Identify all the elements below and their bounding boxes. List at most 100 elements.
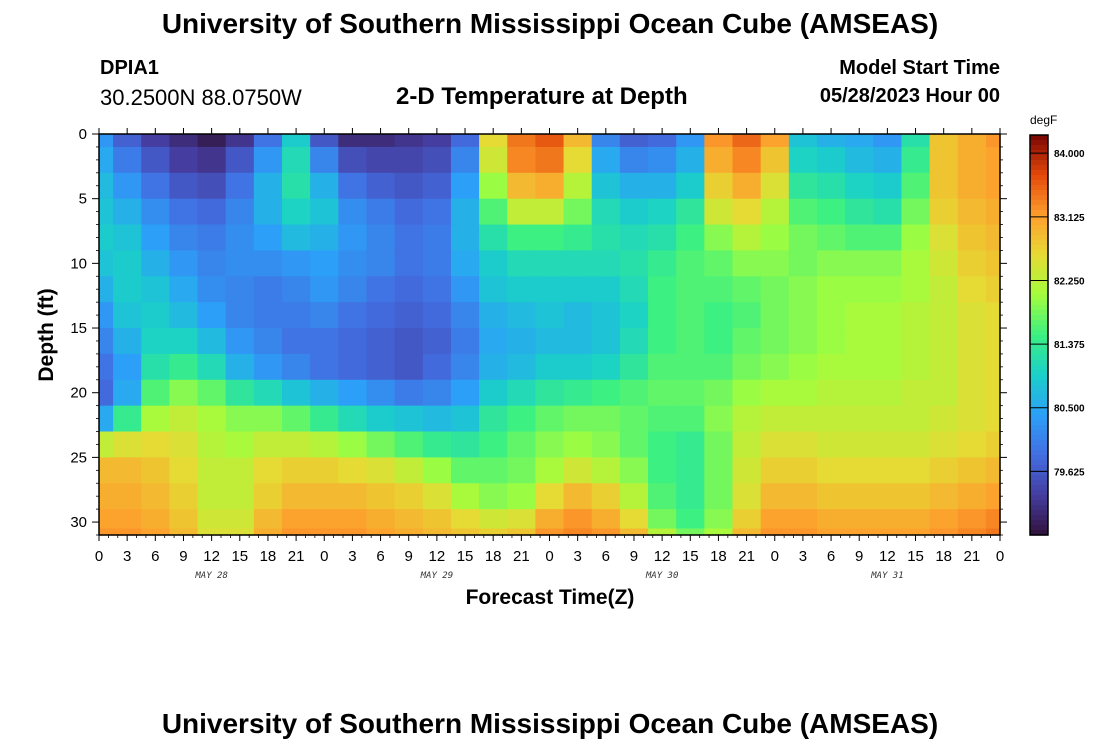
heatmap-cell (197, 483, 227, 510)
heatmap-cell (366, 302, 396, 329)
heatmap-cell (845, 431, 874, 458)
heatmap-cell (816, 224, 846, 252)
heatmap-cell (450, 528, 480, 536)
heatmap-cell (169, 328, 199, 355)
heatmap-cell (535, 353, 565, 381)
heatmap-cell (676, 353, 705, 381)
colorbar-segment (1030, 155, 1048, 161)
heatmap-cell (563, 528, 593, 536)
heatmap-cell (338, 198, 368, 226)
colorbar-segment (1030, 160, 1048, 166)
heatmap-cell (282, 353, 311, 381)
heatmap-cell (169, 353, 199, 381)
colorbar-segment (1030, 485, 1048, 491)
heatmap-cell (648, 405, 677, 433)
colorbar-segment (1030, 415, 1048, 421)
heatmap-cell (985, 198, 1001, 226)
colorbar-segment (1030, 385, 1048, 391)
heatmap-cell (563, 457, 593, 484)
heatmap-cell (873, 328, 903, 355)
heatmap-cell (704, 146, 734, 174)
heatmap-cell (788, 276, 818, 303)
heatmap-cell (563, 134, 593, 148)
heatmap-cell (788, 431, 818, 458)
heatmap-cell (310, 276, 339, 303)
heatmap-cell (479, 198, 508, 226)
colorbar-segment (1030, 275, 1048, 281)
heatmap-cell (197, 405, 227, 433)
y-tick-label: 10 (70, 255, 87, 272)
heatmap-cell (901, 172, 931, 200)
y-tick-label: 5 (79, 191, 87, 208)
heatmap-cell (591, 431, 621, 458)
page-title-repeat: University of Southern Mississippi Ocean… (161, 708, 939, 739)
page-title: University of Southern Mississippi Ocean… (161, 8, 939, 39)
heatmap-cell (507, 302, 537, 329)
colorbar-segment (1030, 460, 1048, 466)
heatmap-cell (873, 457, 903, 484)
colorbar-segment (1030, 490, 1048, 496)
heatmap-cell (366, 224, 396, 252)
heatmap-cell (197, 134, 227, 148)
heatmap-cell (873, 224, 903, 252)
heatmap-cell (845, 134, 874, 148)
heatmap-cell (113, 250, 142, 277)
heatmap-cell (676, 328, 705, 355)
heatmap-cell (366, 353, 396, 381)
heatmap-cell (394, 172, 424, 200)
heatmap-cell (563, 172, 593, 200)
heatmap-cell (113, 276, 142, 303)
x-tick-label: 21 (288, 548, 305, 565)
model-start-label: Model Start Time (839, 57, 1000, 79)
heatmap-cell (197, 509, 227, 530)
heatmap-cell (704, 353, 734, 381)
y-tick-label: 0 (79, 126, 87, 143)
heatmap-cell (676, 302, 705, 329)
colorbar-segment (1030, 510, 1048, 516)
heatmap-cell (310, 379, 339, 407)
colorbar-tick-label: 79.625 (1054, 467, 1085, 478)
colorbar-segment (1030, 530, 1048, 536)
heatmap-cell (760, 224, 790, 252)
heatmap-cell (985, 509, 1001, 530)
heatmap-cell (732, 276, 762, 303)
colorbar-unit: degF (1030, 113, 1057, 127)
heatmap-cell (563, 328, 593, 355)
heatmap-cell (479, 146, 508, 174)
colorbar: 84.000 83.125 82.250 81.375 80.500 79.625 (1029, 134, 1085, 536)
heatmap-cell (113, 431, 142, 458)
heatmap-cell (169, 405, 199, 433)
heatmap-cell (310, 509, 339, 530)
colorbar-segment (1030, 215, 1048, 221)
heatmap-cell (845, 250, 874, 277)
heatmap-cell (873, 483, 903, 510)
heatmap-cell (253, 483, 283, 510)
heatmap-cell (591, 379, 621, 407)
heatmap-cell (619, 224, 649, 252)
heatmap-cell (873, 353, 903, 381)
heatmap-cell (197, 302, 227, 329)
heatmap-cell (253, 250, 283, 277)
day-label: MAY 28 (194, 571, 228, 581)
heatmap-cell (648, 198, 677, 226)
heatmap-cell (676, 146, 705, 174)
heatmap-cell (225, 379, 255, 407)
heatmap-cell (282, 405, 311, 433)
heatmap-cell (507, 276, 537, 303)
heatmap-cell (845, 302, 874, 329)
heatmap-cell (760, 198, 790, 226)
heatmap-cell (141, 431, 170, 458)
heatmap-cell (253, 431, 283, 458)
heatmap-cell (788, 224, 818, 252)
heatmap-cell (113, 457, 142, 484)
heatmap-cell (394, 431, 424, 458)
heatmap-cell (366, 134, 396, 148)
heatmap-cell (591, 483, 621, 510)
heatmap-cell (338, 328, 368, 355)
heatmap-cell (704, 172, 734, 200)
heatmap-cell (563, 146, 593, 174)
heatmap-cell (957, 457, 987, 484)
heatmap-cell (479, 509, 508, 530)
x-tick-label: 0 (996, 548, 1004, 565)
y-tick-label: 20 (70, 385, 87, 402)
